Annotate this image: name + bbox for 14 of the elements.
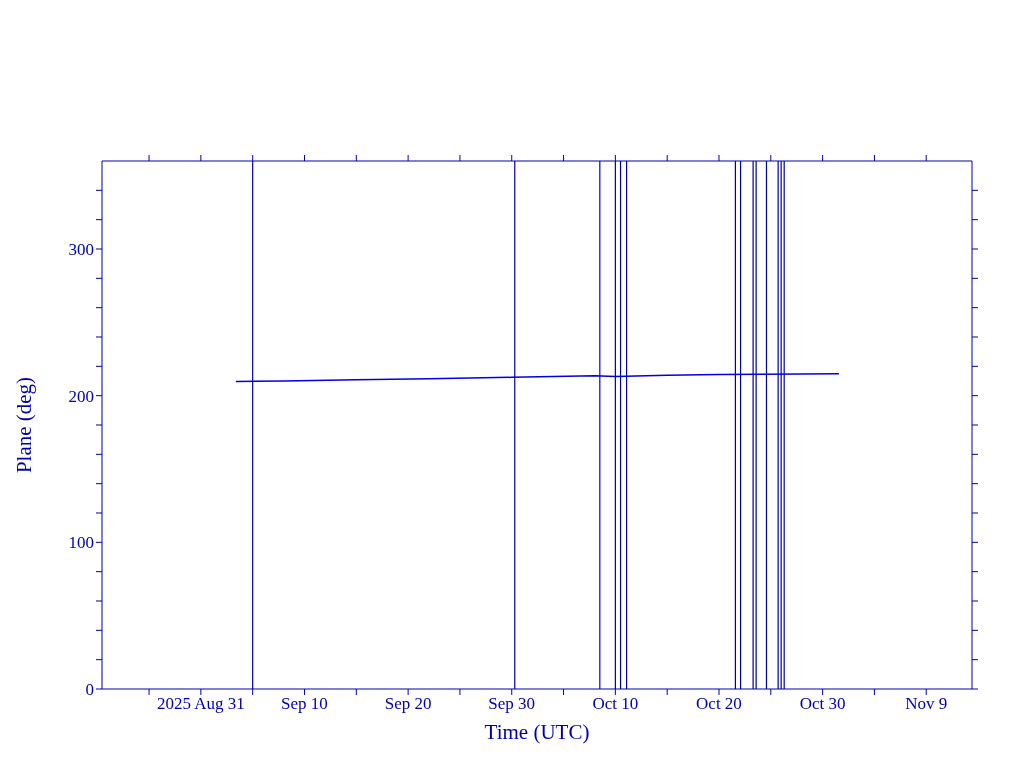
y-axis-title: Plane (deg) xyxy=(12,376,37,474)
y-tick-label: 100 xyxy=(68,533,94,553)
x-axis-title: Time (UTC) xyxy=(484,720,590,744)
y-tick-label: 0 xyxy=(85,680,94,700)
x-tick-label: Nov 9 xyxy=(905,694,948,714)
y-tick-label: 300 xyxy=(68,240,94,260)
x-tick-label: Sep 10 xyxy=(281,694,328,714)
x-tick-label: Oct 20 xyxy=(696,694,742,714)
x-tick-label: Sep 30 xyxy=(488,694,536,714)
x-tick-label: 2025 Aug 31 xyxy=(156,694,245,714)
x-tick-label: Oct 10 xyxy=(592,694,639,714)
x-tick-label: Sep 20 xyxy=(384,694,432,714)
x-tick-label: Oct 30 xyxy=(799,694,846,714)
y-tick-label: 200 xyxy=(68,386,94,406)
